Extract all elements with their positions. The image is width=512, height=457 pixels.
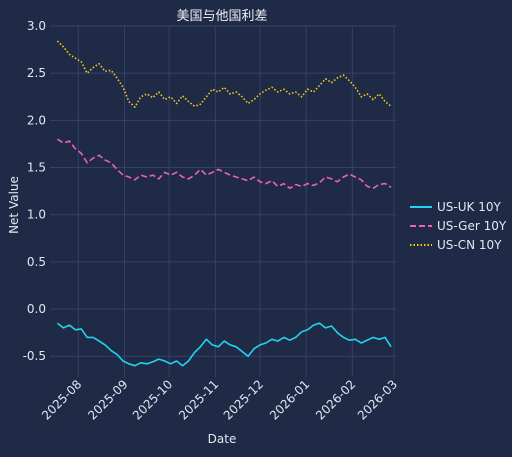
y-tick-label: 1.5 [27,161,46,175]
y-tick-label: 3.0 [27,19,46,33]
series-line-us-uk-10y [56,322,392,367]
y-axis-ticks: -0.5 0.0 0.5 1.0 1.5 2.0 2.5 3.0 [23,19,46,363]
y-axis-title: Net Value [7,176,21,234]
grid [50,25,397,377]
legend-label: US-UK 10Y [437,200,501,214]
x-axis-title: Date [208,432,237,446]
y-tick-label: 2.0 [27,113,46,127]
y-tick-label: 0.5 [27,255,46,269]
y-tick-label: 0.0 [27,302,46,316]
legend-label: US-CN 10Y [437,238,502,252]
legend-label: US-Ger 10Y [437,219,507,233]
y-tick-label: 1.0 [27,208,46,222]
y-tick-label: 2.5 [27,66,46,80]
chart-title: 美国与他国利差 [176,9,267,24]
series-layer [56,40,392,367]
legend: US-UK 10Y US-Ger 10Y US-CN 10Y [410,200,507,252]
series-line-us-ger-10y [56,138,392,190]
y-tick-label: -0.5 [23,349,46,363]
